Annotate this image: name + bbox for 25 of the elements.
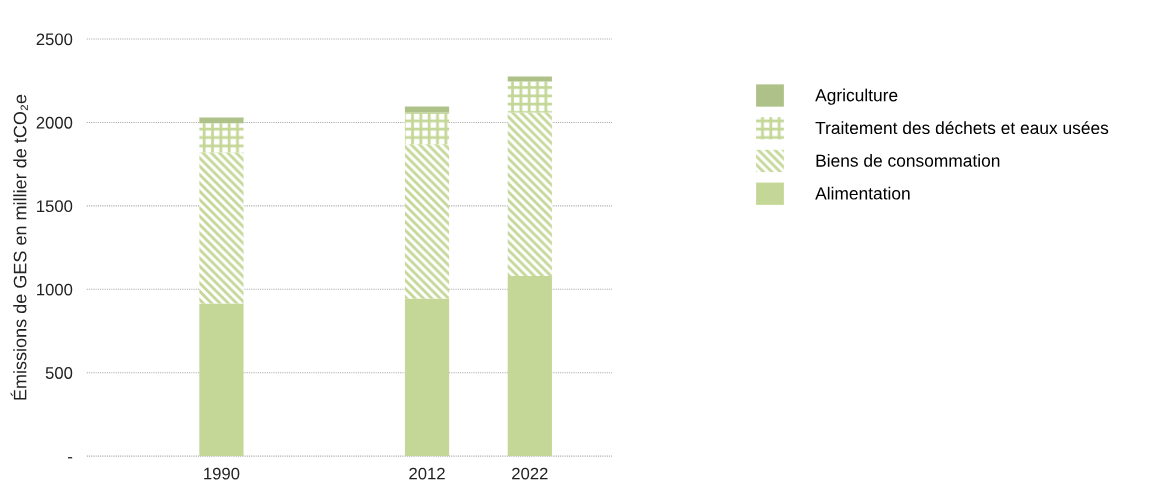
bar (404, 298, 450, 457)
y-tick-label: 1500 (37, 200, 73, 213)
x-tick-label: 1990 (204, 467, 240, 480)
bar (199, 152, 244, 304)
y-tick-label: 1000 (37, 283, 73, 296)
bar (404, 144, 450, 299)
bar (507, 81, 552, 113)
bar (199, 123, 244, 153)
y-tick-label: 2000 (36, 116, 73, 129)
x-tick-label: 2022 (512, 467, 548, 480)
y-tick-label: - (68, 457, 73, 459)
bar (507, 76, 552, 82)
legend-label: Traitement des déchets et eaux usées (815, 121, 1109, 135)
bar (404, 112, 450, 145)
legend-label: Biens de consommation (816, 154, 1000, 167)
x-tick-label: 2012 (409, 467, 445, 480)
bar (199, 117, 244, 124)
legend-label: Agriculture (815, 88, 898, 105)
y-axis-title: Émissions de GES en millier de tCO₂e (10, 94, 28, 400)
y-tick-label: 2500 (36, 33, 73, 46)
y-tick-label: 500 (45, 367, 73, 379)
bar (199, 303, 244, 457)
bar (507, 112, 552, 276)
legend-label: Alimentation (815, 186, 910, 200)
bar (507, 275, 552, 457)
